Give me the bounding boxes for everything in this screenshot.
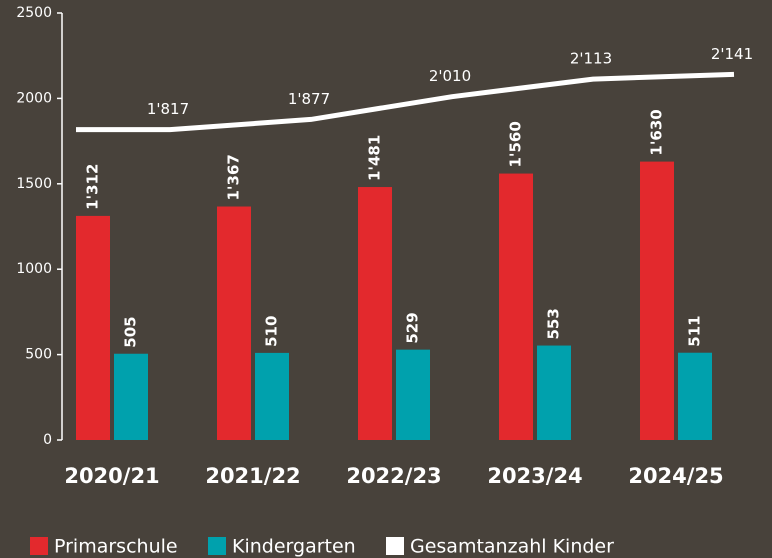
line-value-label: 2'141 [711, 45, 753, 63]
bar [114, 353, 148, 440]
y-tick-label: 1000 [16, 261, 52, 277]
bar [255, 352, 289, 440]
line-value-label: 1'877 [288, 90, 330, 108]
legend-swatch [30, 537, 48, 555]
y-tick-label: 1500 [16, 176, 52, 192]
legend-label: Gesamtanzahl Kinder [410, 536, 614, 558]
bar-value-label: 1'630 [648, 109, 666, 155]
y-tick-label: 0 [43, 432, 52, 448]
bar [640, 161, 674, 440]
x-tick-label: 2024/25 [628, 464, 723, 488]
bar-value-label: 505 [122, 316, 140, 347]
legend-label: Primarschule [54, 536, 178, 558]
bar [499, 173, 533, 440]
bar-value-label: 510 [263, 316, 281, 347]
legend-swatch [208, 537, 226, 555]
x-tick-label: 2020/21 [64, 464, 159, 488]
x-tick-label: 2022/23 [346, 464, 441, 488]
bar-value-label: 1'367 [225, 154, 243, 200]
y-tick-label: 500 [25, 347, 52, 363]
bar [396, 349, 430, 440]
bar-value-label: 529 [404, 312, 422, 343]
bar-value-label: 1'312 [84, 164, 102, 210]
bar [678, 352, 712, 440]
x-tick-label: 2023/24 [487, 464, 582, 488]
line [76, 71, 735, 133]
x-tick-label: 2021/22 [205, 464, 300, 488]
bar-value-label: 1'481 [366, 135, 384, 181]
bar [358, 187, 392, 440]
bar-value-label: 553 [545, 308, 563, 339]
bar-value-label: 511 [686, 315, 704, 346]
line-value-label: 1'817 [147, 100, 189, 118]
line-value-label: 2'113 [570, 50, 612, 68]
y-tick-label: 2500 [16, 5, 52, 21]
legend-swatch [386, 537, 404, 555]
bar-value-label: 1'560 [507, 121, 525, 167]
line-value-label: 2'010 [429, 67, 471, 85]
bar [537, 345, 571, 440]
bar [76, 215, 110, 440]
legend-label: Kindergarten [232, 536, 356, 558]
bar [217, 206, 251, 440]
y-tick-label: 2000 [16, 90, 52, 106]
